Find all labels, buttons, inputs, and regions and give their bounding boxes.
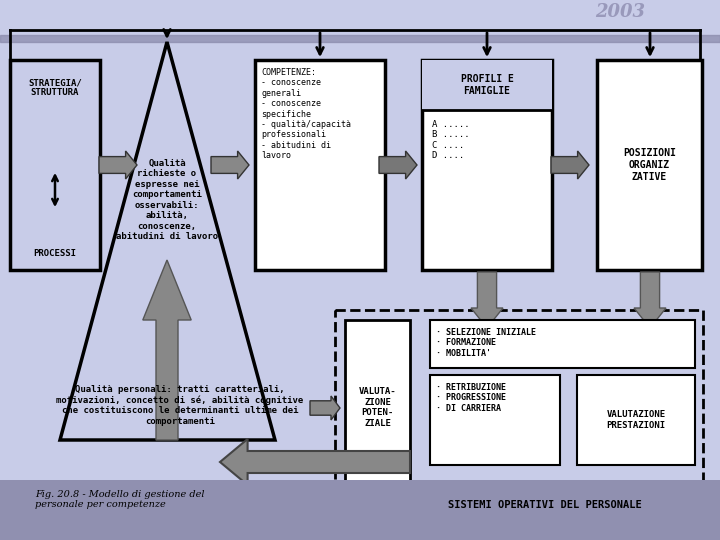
Text: Fig. 20.8 - Modello di gestione del
personale per competenze: Fig. 20.8 - Modello di gestione del pers… [35, 490, 204, 509]
Bar [0, 35, 720, 42]
Polygon shape [211, 151, 249, 179]
Text: VALUTAZIONE
PRESTAZIONI: VALUTAZIONE PRESTAZIONI [606, 410, 665, 430]
Bar [345, 320, 410, 495]
Text: PROFILI E
FAMIGLIE: PROFILI E FAMIGLIE [461, 74, 513, 96]
Bar [597, 60, 702, 270]
Text: A .....
B .....
C ....
D ....: A ..... B ..... C .... D .... [432, 120, 469, 160]
Text: COMPETENZE:
- conoscenze
generali
- conoscenze
specifiche
- qualità/capacità
pro: COMPETENZE: - conoscenze generali - cono… [261, 68, 351, 160]
Text: Qualità personali: tratti caratteriali,
motivazioni, concetto di sé, abilità cog: Qualità personali: tratti caratteriali, … [56, 385, 304, 426]
Bar [255, 60, 385, 270]
Polygon shape [220, 439, 410, 485]
Text: POSIZIONI
ORGANIZ
ZATIVE: POSIZIONI ORGANIZ ZATIVE [623, 148, 676, 181]
Bar [577, 375, 695, 465]
Bar [10, 60, 100, 270]
Polygon shape [379, 151, 417, 179]
Bar [422, 60, 552, 110]
Bar [422, 60, 552, 270]
Bar [430, 320, 695, 368]
Polygon shape [60, 42, 275, 440]
Text: Qualità
richieste o
espresse nei
comportamenti
osservabili:
abilità,
conoscenze,: Qualità richieste o espresse nei comport… [116, 159, 218, 241]
Polygon shape [143, 260, 192, 440]
Text: · SELEZIONE INIZIALE
· FORMAZIONE
· MOBILITA': · SELEZIONE INIZIALE · FORMAZIONE · MOBI… [436, 328, 536, 358]
Text: · RETRIBUZIONE
· PROGRESSIONE
· DI CARRIERA: · RETRIBUZIONE · PROGRESSIONE · DI CARRI… [436, 383, 506, 413]
Text: VALUTA-
ZIONE
POTEN-
ZIALE: VALUTA- ZIONE POTEN- ZIALE [359, 387, 396, 428]
Text: STRATEGIA/
STRUTTURA: STRATEGIA/ STRUTTURA [28, 78, 82, 97]
Bar [0, 480, 720, 540]
Bar [335, 310, 703, 505]
Polygon shape [551, 151, 589, 179]
Polygon shape [634, 272, 666, 328]
Text: SISTEMI OPERATIVI DEL PERSONALE: SISTEMI OPERATIVI DEL PERSONALE [448, 500, 642, 510]
Polygon shape [471, 272, 503, 328]
Text: PROCESSI: PROCESSI [34, 249, 76, 258]
Bar [430, 375, 560, 465]
Text: 2003: 2003 [595, 3, 645, 21]
Polygon shape [310, 396, 340, 420]
Polygon shape [99, 151, 137, 179]
